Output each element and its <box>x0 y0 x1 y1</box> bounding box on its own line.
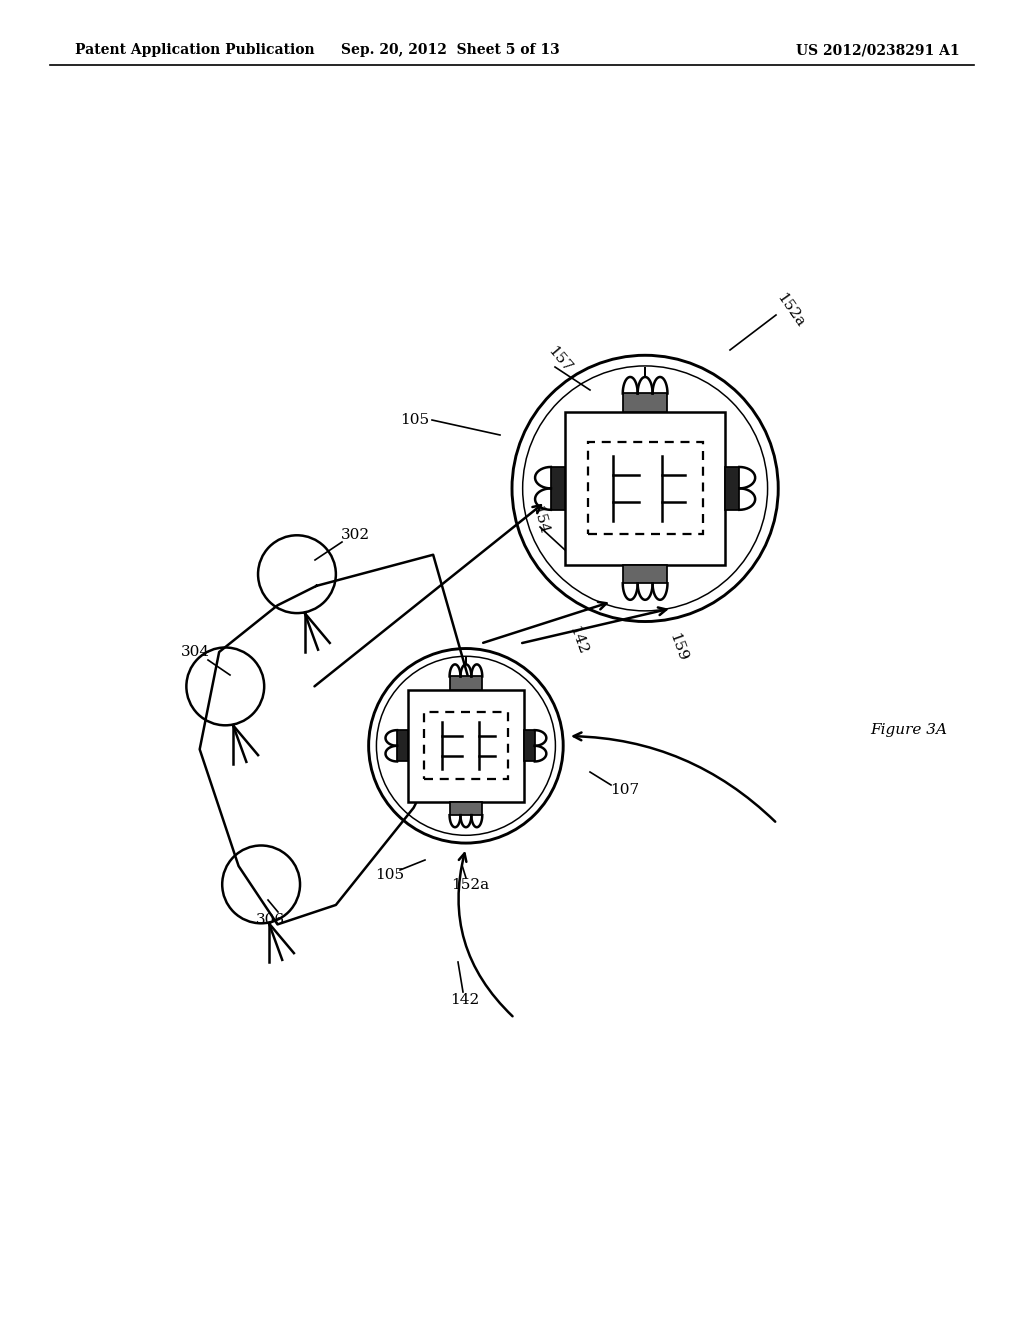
Text: US 2012/0238291 A1: US 2012/0238291 A1 <box>797 44 961 57</box>
Text: 306: 306 <box>255 913 285 927</box>
Text: Figure 3A: Figure 3A <box>870 723 947 737</box>
Text: Sep. 20, 2012  Sheet 5 of 13: Sep. 20, 2012 Sheet 5 of 13 <box>341 44 559 57</box>
Text: 107: 107 <box>610 783 640 797</box>
Bar <box>424 713 508 779</box>
Bar <box>725 467 739 510</box>
Bar <box>450 801 482 816</box>
Text: Patent Application Publication: Patent Application Publication <box>75 44 314 57</box>
Bar <box>623 393 668 412</box>
Text: 154: 154 <box>529 504 551 536</box>
Bar <box>588 442 702 535</box>
Bar <box>623 565 668 583</box>
Text: 302: 302 <box>340 528 370 543</box>
Bar <box>551 467 565 510</box>
Text: 157: 157 <box>546 345 574 376</box>
Text: 142: 142 <box>451 993 479 1007</box>
Bar <box>450 676 482 690</box>
Text: 152a: 152a <box>773 290 807 330</box>
Text: 142: 142 <box>566 624 590 656</box>
Bar <box>565 412 725 565</box>
Text: 105: 105 <box>400 413 429 426</box>
Bar <box>524 730 535 762</box>
Text: 152a: 152a <box>451 878 489 892</box>
Text: 105: 105 <box>376 869 404 882</box>
Text: 304: 304 <box>180 645 210 659</box>
Bar <box>397 730 408 762</box>
Bar <box>408 690 524 801</box>
Text: 159: 159 <box>667 631 689 663</box>
